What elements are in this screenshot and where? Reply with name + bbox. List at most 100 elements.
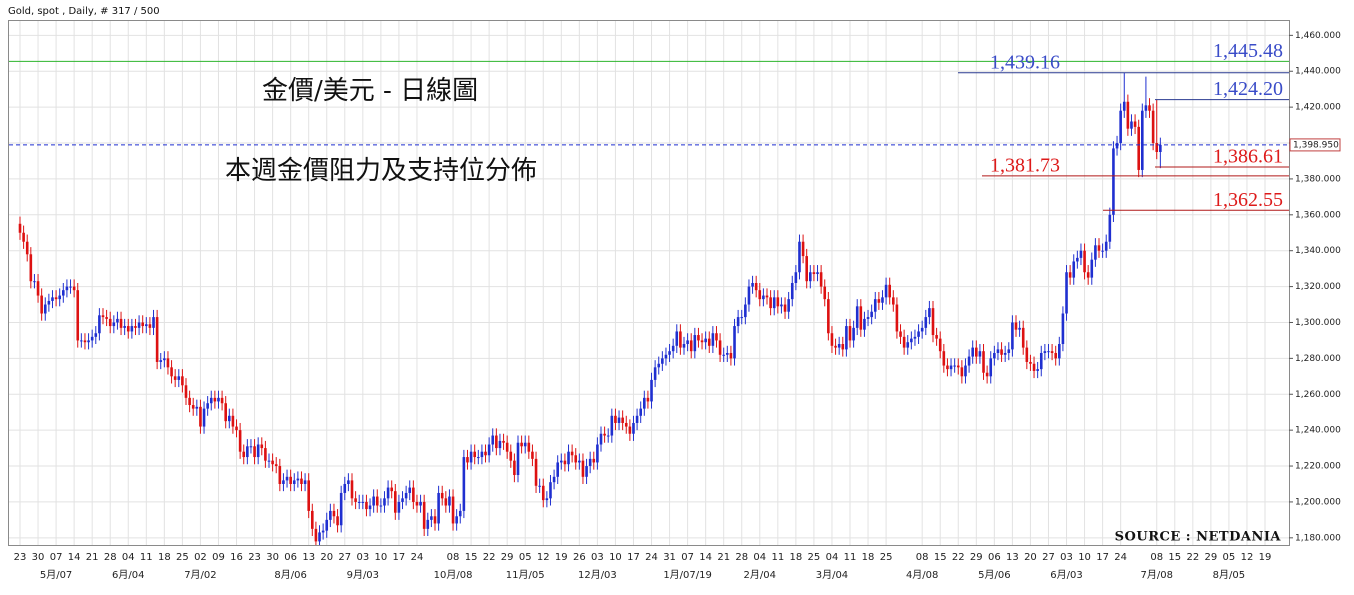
- x-tick-label: 20: [320, 552, 333, 563]
- x-tick-label: 25: [176, 552, 189, 563]
- candle-body: [199, 406, 202, 427]
- x-tick-label: 28: [735, 552, 748, 563]
- x-month-label: 5月/06: [978, 569, 1010, 581]
- candle-body: [855, 306, 859, 328]
- candle-body: [1108, 214, 1112, 242]
- candle-body: [910, 338, 913, 343]
- candle-body: [1155, 143, 1159, 152]
- x-tick-label: 09: [212, 552, 225, 563]
- candle-body: [603, 433, 606, 436]
- candle-body: [747, 286, 751, 305]
- candle-body: [729, 352, 733, 359]
- candle-body: [682, 344, 686, 348]
- x-tick-label: 12: [1241, 552, 1254, 563]
- y-tick-label: 1,220.000: [1295, 462, 1341, 472]
- candle-body: [942, 351, 946, 366]
- x-tick-label: 20: [1024, 552, 1037, 563]
- x-tick-label: 18: [862, 552, 875, 563]
- candle-body: [159, 360, 163, 362]
- candle-body: [1137, 126, 1140, 170]
- candle-body: [47, 300, 51, 305]
- candle-body: [375, 496, 379, 506]
- candle-body: [711, 333, 715, 346]
- candle-body: [812, 272, 816, 275]
- candle-body: [567, 451, 570, 465]
- y-tick-label: 1,380.000: [1295, 174, 1341, 184]
- x-tick-label: 12: [537, 552, 550, 563]
- candle-body: [80, 340, 83, 342]
- candle-body: [126, 326, 130, 332]
- candle-body: [451, 496, 455, 524]
- candle-body: [325, 519, 329, 531]
- candle-body: [1065, 272, 1068, 314]
- candle-body: [1148, 105, 1151, 111]
- candle-body: [98, 315, 101, 334]
- candle-body: [448, 496, 451, 506]
- x-tick-label: 03: [356, 552, 369, 563]
- plot-frame: [8, 20, 1290, 546]
- candle-body: [177, 376, 181, 380]
- x-tick-label: 25: [880, 552, 893, 563]
- x-tick-label: 17: [393, 552, 406, 563]
- candle-body: [1011, 322, 1014, 350]
- candle-body: [253, 446, 256, 458]
- candle-body: [1086, 272, 1090, 278]
- candle-body: [707, 338, 711, 346]
- candle-body: [502, 440, 505, 443]
- candle-body: [863, 318, 866, 330]
- candle-body: [985, 372, 989, 377]
- x-tick-label: 23: [14, 552, 27, 563]
- x-tick-label: 15: [1168, 552, 1181, 563]
- last-price-label: 1,398.950: [1293, 140, 1339, 150]
- candle-body: [1032, 363, 1036, 371]
- candle-body: [816, 272, 819, 275]
- candle-body: [437, 492, 440, 524]
- candle-body: [614, 415, 617, 423]
- candle-body: [830, 333, 834, 346]
- candle-body: [62, 290, 65, 296]
- candle-body: [956, 365, 960, 368]
- candle-body: [303, 480, 307, 484]
- candle-body: [556, 462, 559, 477]
- candle-body: [762, 295, 765, 300]
- candle-body: [181, 376, 184, 386]
- candle-body: [884, 284, 888, 298]
- candle-body: [361, 501, 365, 503]
- candle-body: [805, 256, 808, 282]
- candle-body: [975, 347, 978, 357]
- candle-body: [51, 297, 54, 301]
- candle-body: [40, 295, 43, 314]
- axes: 1,180.000 1,200.000 1,220.000 1,240.000 1,26…: [14, 31, 1341, 581]
- candle-body: [653, 367, 657, 380]
- candle-body: [769, 297, 772, 309]
- candle-body: [560, 460, 563, 463]
- candle-body: [697, 335, 700, 341]
- candle-body: [314, 528, 318, 542]
- x-tick-label: 29: [970, 552, 983, 563]
- candle-body: [736, 317, 740, 327]
- candle-body: [148, 324, 152, 328]
- candle-body: [1119, 110, 1122, 144]
- candle-body: [744, 304, 747, 318]
- candle-body: [487, 444, 491, 456]
- candle-body: [596, 444, 599, 463]
- candle-body: [408, 487, 412, 493]
- candle-body: [899, 331, 902, 337]
- candle-body: [751, 283, 754, 287]
- candle-body: [938, 338, 942, 352]
- candle-body: [300, 478, 303, 484]
- candle-body: [801, 241, 805, 257]
- candle-body: [949, 365, 953, 370]
- candle-body: [1079, 250, 1083, 258]
- x-tick-label: 18: [790, 552, 803, 563]
- candle-body: [228, 415, 231, 422]
- candle-body: [837, 344, 841, 348]
- candle-body: [635, 415, 639, 423]
- candle-body: [671, 345, 675, 352]
- candle-body: [873, 299, 877, 312]
- candle-body: [336, 516, 339, 526]
- candle-body: [379, 505, 383, 507]
- candle-body: [412, 487, 415, 502]
- candle-body: [25, 241, 29, 255]
- candle-body: [1014, 322, 1018, 330]
